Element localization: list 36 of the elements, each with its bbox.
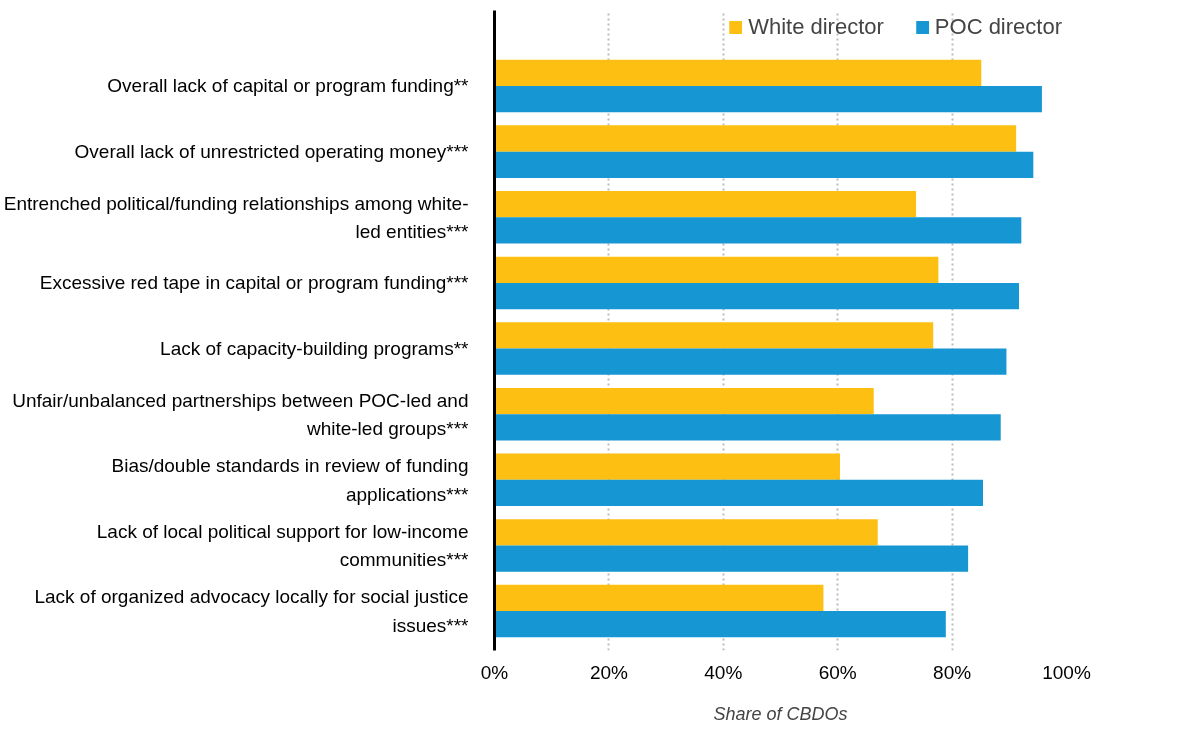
bar [494, 191, 917, 218]
legend-label: POC director [934, 14, 1062, 40]
bar [494, 414, 1001, 441]
bar [494, 453, 840, 480]
y-tick-label: Overall lack of unrestricted operating money*** [74, 141, 470, 163]
bar [494, 85, 1042, 113]
x-axis-title: Share of CBDOs [713, 703, 848, 724]
y-tick-label: Lack of organized advocacy locally for social justice issues*** [34, 586, 470, 636]
bar [494, 348, 1007, 375]
bar [494, 479, 983, 507]
bar [494, 584, 824, 612]
bar [494, 256, 939, 283]
x-tick-label: 40% [704, 661, 743, 683]
bar [494, 545, 969, 572]
bar [494, 519, 878, 546]
bar [494, 322, 934, 349]
x-tick-label: 80% [933, 661, 972, 683]
y-tick-label: Overall lack of capital or program funding** [107, 75, 470, 97]
y-tick-label: Unfair/unbalanced partnerships between POC-led and white-led groups*** [12, 389, 470, 439]
y-tick-label: Excessive red tape in capital or program funding*** [39, 272, 470, 294]
bar [494, 125, 1017, 152]
y-tick-label: Lack of local political support for low-income communities*** [96, 520, 470, 571]
legend-label: White director [748, 14, 884, 40]
y-tick-label: Entrenched political/funding relationships among white-led entities*** [3, 192, 470, 242]
y-tick-label: Bias/double standards in review of funding applications*** [111, 455, 470, 505]
x-tick-label: 100% [1042, 661, 1091, 683]
bar [494, 217, 1022, 244]
bar [494, 151, 1034, 178]
x-tick-label: 60% [818, 661, 857, 683]
bar [494, 387, 874, 415]
x-tick-label: 0% [480, 661, 509, 683]
bar [494, 59, 982, 86]
bar [494, 282, 1020, 310]
bar [494, 611, 946, 638]
x-tick-label: 20% [589, 661, 629, 683]
y-tick-label: Lack of capacity-building programs** [160, 338, 470, 360]
